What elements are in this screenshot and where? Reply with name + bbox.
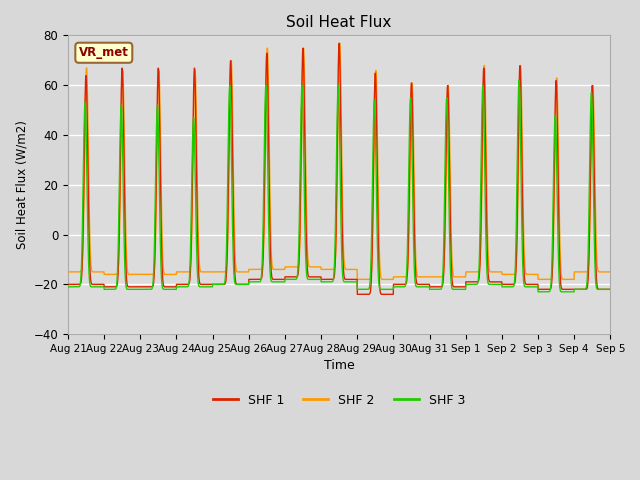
- Text: VR_met: VR_met: [79, 46, 129, 59]
- Legend: SHF 1, SHF 2, SHF 3: SHF 1, SHF 2, SHF 3: [209, 389, 470, 411]
- Y-axis label: Soil Heat Flux (W/m2): Soil Heat Flux (W/m2): [15, 120, 28, 249]
- X-axis label: Time: Time: [324, 360, 355, 372]
- Title: Soil Heat Flux: Soil Heat Flux: [287, 15, 392, 30]
